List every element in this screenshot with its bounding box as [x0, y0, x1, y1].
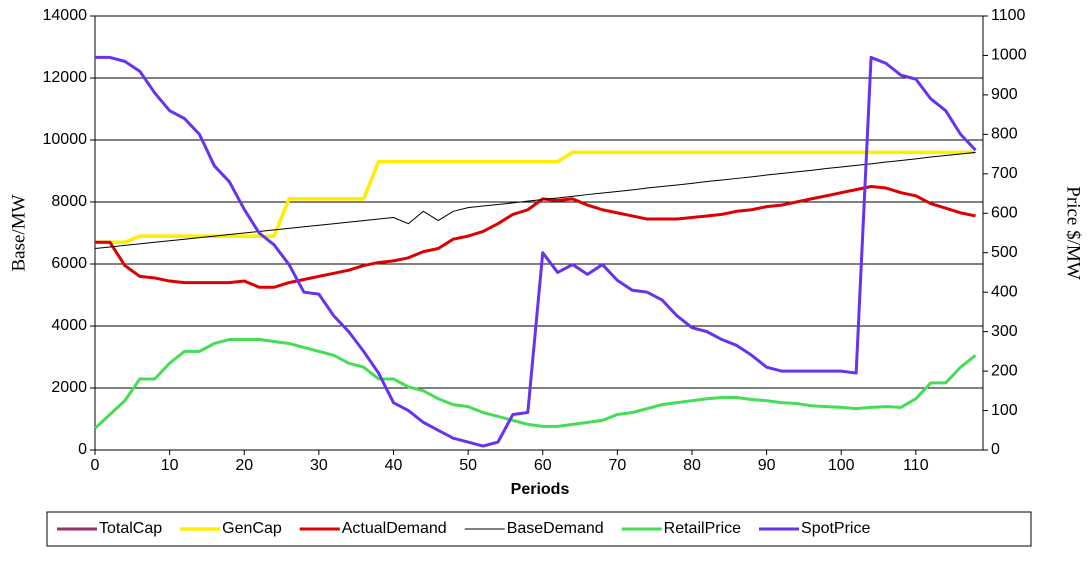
y2-axis-label: Price $/MW [1063, 186, 1084, 279]
y-tick-label: 6000 [51, 255, 87, 272]
y2-tick-label: 300 [991, 323, 1018, 340]
y-tick-label: 8000 [51, 193, 87, 210]
legend-label: SpotPrice [801, 520, 870, 537]
y2-tick-label: 700 [991, 165, 1018, 182]
x-tick-label: 90 [758, 457, 776, 474]
y2-tick-label: 600 [991, 204, 1018, 221]
series-line [95, 185, 976, 289]
y2-tick-label: 400 [991, 283, 1018, 300]
x-tick-label: 70 [608, 457, 626, 474]
y2-tick-label: 0 [991, 441, 1000, 458]
x-tick-label: 100 [828, 457, 855, 474]
y2-tick-label: 500 [991, 244, 1018, 261]
y-tick-label: 14000 [43, 7, 88, 24]
series-line [93, 338, 977, 430]
y2-tick-label: 1000 [991, 47, 1027, 64]
legend-label: GenCap [222, 520, 282, 537]
x-tick-label: 10 [161, 457, 179, 474]
x-tick-label: 30 [310, 457, 328, 474]
legend-label: ActualDemand [342, 520, 447, 537]
y-tick-label: 0 [78, 441, 87, 458]
y2-tick-label: 1100 [991, 7, 1026, 24]
series-line [94, 151, 976, 249]
x-tick-label: 50 [459, 457, 477, 474]
legend-label: BaseDemand [507, 520, 604, 537]
x-axis-label: Periods [511, 481, 570, 498]
y-tick-label: 4000 [51, 317, 87, 334]
x-tick-label: 60 [534, 457, 552, 474]
series-line [95, 55, 977, 448]
series-line [95, 150, 976, 244]
legend-label: TotalCap [99, 520, 162, 537]
y-tick-label: 2000 [51, 379, 87, 396]
x-tick-label: 110 [903, 457, 929, 474]
series-line [95, 150, 976, 245]
x-tick-label: 0 [91, 457, 100, 474]
y2-tick-label: 900 [991, 86, 1018, 103]
y-tick-label: 12000 [43, 69, 88, 86]
y2-tick-label: 100 [991, 402, 1018, 419]
x-tick-label: 20 [235, 457, 253, 474]
x-tick-label: 40 [385, 457, 403, 474]
legend-label: RetailPrice [664, 520, 741, 537]
y-axis-label: Base/MW [8, 194, 29, 271]
legend-box [46, 511, 1032, 547]
x-tick-label: 80 [683, 457, 701, 474]
y2-tick-label: 800 [991, 126, 1018, 143]
y-tick-label: 10000 [43, 131, 88, 148]
y2-tick-label: 200 [991, 362, 1018, 379]
